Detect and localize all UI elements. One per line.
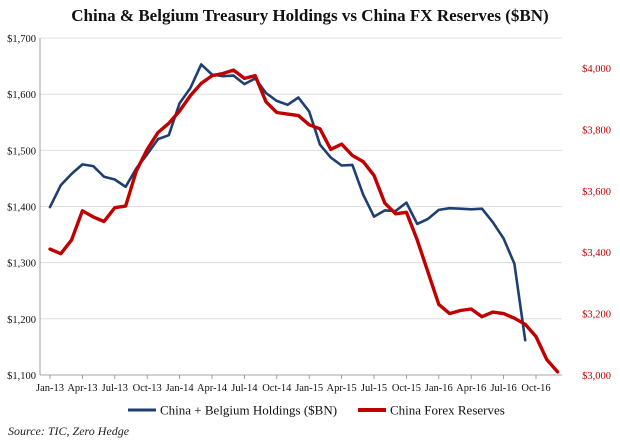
source-note: Source: TIC, Zero Hedge [8,424,130,438]
y-axis-right: $3,000 $3,200 $3,400 $3,600 $3,800 $4,000 [582,64,611,382]
legend-label: China + Belgium Holdings ($BN) [160,403,337,418]
y-left-tick-label: $1,200 [7,315,36,326]
x-tick-label: Apr-15 [327,383,357,394]
series-line-forex [48,68,560,374]
y-left-tick-label: $1,300 [7,259,36,270]
x-axis: Jan-13 Apr-13 Jul-13 Oct-13 Jan-14 Apr-14 Jul-… [36,375,551,394]
chart-title: China & Belgium Treasury Holdings vs Chi… [71,6,549,25]
x-tick-label: Oct-15 [392,383,421,394]
y-right-tick-label: $3,800 [582,125,611,136]
y-left-tick-label: $1,500 [7,146,36,157]
y-left-tick-label: $1,700 [7,34,36,45]
x-tick-label: Jul-13 [102,383,128,394]
legend-item: China Forex Reserves [358,403,505,418]
x-tick-label: Oct-13 [133,383,162,394]
legend: China + Belgium Holdings ($BN) China Fore… [128,403,505,418]
y-left-tick-label: $1,400 [7,203,36,214]
x-tick-label: Apr-13 [67,383,97,394]
series-lines [48,63,560,374]
x-tick-label: Jul-14 [231,383,258,394]
legend-item: China + Belgium Holdings ($BN) [128,403,337,418]
y-left-tick-label: $1,600 [7,90,36,101]
x-tick-label: Apr-14 [197,383,228,394]
y-axis-left: $1,100 $1,200 $1,300 $1,400 $1,500 $1,600 $1,7… [7,34,36,382]
series-line-holdings [48,63,527,342]
x-tick-label: Apr-16 [456,383,486,394]
x-tick-label: Oct-14 [262,383,292,394]
x-tick-label: Jan-13 [36,383,64,394]
gridlines [40,37,562,320]
y-right-tick-label: $3,600 [582,187,611,198]
x-tick-label: Jul-15 [361,383,387,394]
x-tick-label: Jan-16 [425,383,453,394]
x-tick-label: Jan-14 [166,383,195,394]
y-right-tick-label: $3,200 [582,310,611,321]
y-right-tick-label: $4,000 [582,64,611,75]
legend-label: China Forex Reserves [390,403,505,418]
y-right-tick-label: $3,400 [582,248,611,259]
y-left-tick-label: $1,100 [7,371,36,382]
x-tick-label: Jan-15 [295,383,323,394]
y-right-tick-label: $3,000 [582,371,611,382]
x-tick-label: Jul-16 [490,383,516,394]
x-tick-label: Oct-16 [521,383,550,394]
